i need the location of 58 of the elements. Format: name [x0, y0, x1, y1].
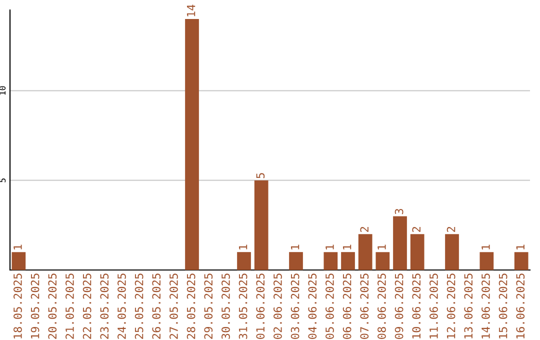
- data-label: 1: [14, 244, 22, 250]
- x-tick-label: 08.06.2025: [378, 274, 386, 339]
- x-tick-label: 06.06.2025: [342, 274, 352, 339]
- bar: [237, 252, 251, 270]
- data-label: 2: [446, 227, 456, 232]
- x-tick-label: 10.06.2025: [412, 274, 421, 338]
- data-label: 1: [326, 244, 334, 250]
- x-tick-label: 11.06.2025: [430, 274, 438, 338]
- x-tick-label: 19.05.2025: [30, 274, 40, 338]
- x-tick-label: 04.06.2025: [308, 274, 317, 339]
- data-label: 5: [256, 173, 265, 178]
- bar: [12, 252, 26, 270]
- x-tick-label: 29.05.2025: [204, 274, 213, 339]
- x-tick-label: 26.05.2025: [152, 274, 161, 339]
- bar: [358, 234, 372, 270]
- bar: [410, 234, 424, 270]
- x-tick-label: 28.05.2025: [186, 274, 196, 339]
- data-label: 1: [342, 244, 352, 250]
- x-tick-label: 22.05.2025: [82, 274, 92, 339]
- x-tick-label: 16.06.2025: [516, 274, 525, 338]
- bar: [254, 180, 268, 270]
- x-tick-label: 12.06.2025: [446, 274, 456, 338]
- x-tick-label: 15.06.2025: [498, 274, 508, 338]
- data-label: 1: [516, 244, 524, 250]
- x-tick-label: 07.06.2025: [360, 274, 369, 339]
- bar: [185, 18, 199, 270]
- x-tick-label: 21.05.2025: [66, 274, 74, 339]
- data-label: 2: [360, 227, 368, 232]
- x-tick-label: 02.06.2025: [274, 274, 282, 339]
- data-label: 14: [186, 4, 196, 16]
- bar: [376, 252, 390, 270]
- x-tick-label: 31.05.2025: [238, 274, 248, 339]
- bar: [324, 252, 338, 270]
- x-tick-label: 03.06.2025: [290, 274, 300, 339]
- data-label: 2: [412, 227, 420, 232]
- x-tick-label: 01.06.2025: [256, 274, 265, 339]
- bar: [393, 216, 407, 270]
- x-tick-label: 25.05.2025: [134, 274, 144, 339]
- x-tick-label: 23.05.2025: [100, 274, 109, 339]
- x-tick-label: 13.06.2025: [464, 274, 473, 338]
- x-tick-label: 27.05.2025: [170, 274, 178, 339]
- bar: [514, 252, 528, 270]
- data-label: 1: [378, 244, 386, 250]
- x-tick-label: 09.06.2025: [394, 274, 404, 339]
- x-tick-label: 30.05.2025: [222, 274, 230, 339]
- x-tick-label: 18.05.2025: [14, 274, 22, 338]
- bar: [289, 252, 303, 270]
- bar: [341, 252, 355, 270]
- data-label: 1: [482, 244, 490, 250]
- bar: [480, 252, 494, 270]
- bar: [445, 234, 459, 270]
- data-label: 3: [394, 208, 404, 214]
- data-label: 1: [238, 244, 248, 250]
- x-tick-label: 20.05.2025: [48, 274, 57, 339]
- data-label: 1: [290, 244, 300, 250]
- x-tick-label: 24.05.2025: [118, 274, 126, 339]
- x-tick-label: 05.06.2025: [326, 274, 334, 339]
- x-tick-label: 14.06.2025: [482, 274, 490, 338]
